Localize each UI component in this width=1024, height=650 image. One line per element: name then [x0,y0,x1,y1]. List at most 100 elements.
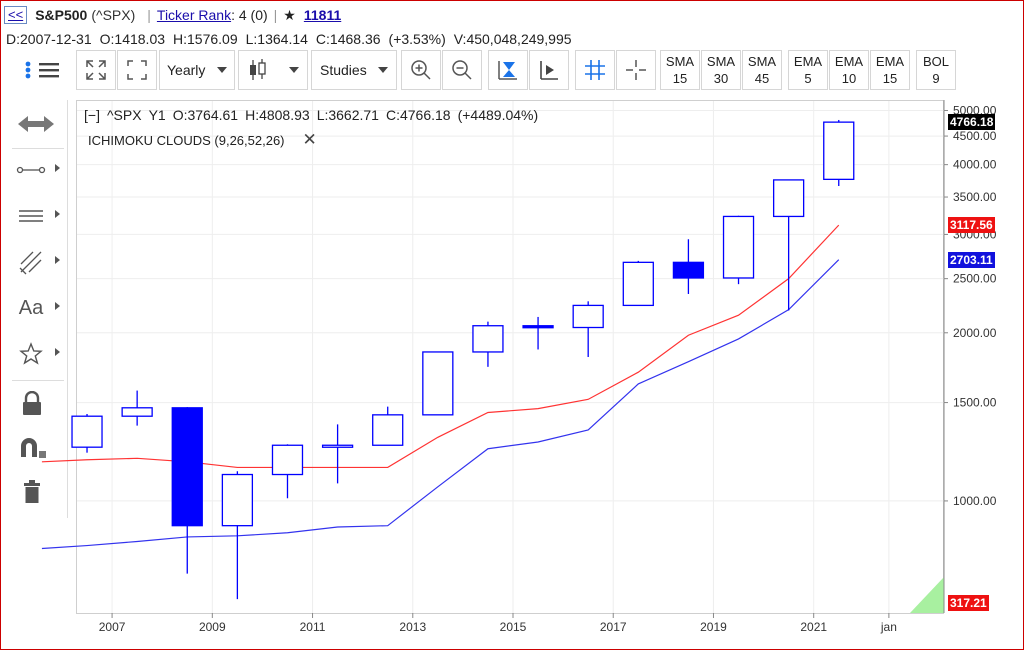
indicator-button-sma-15[interactable]: SMA 15 [660,50,700,90]
x-tick-label: 2019 [700,620,727,634]
blue-line-price-tag: 2703.11 [948,251,995,268]
trash-icon [24,480,40,503]
chart-type-select[interactable] [238,50,308,90]
scroll-end-button[interactable] [529,50,569,90]
zoom-out-button[interactable] [442,50,482,90]
candlestick-icon [250,59,266,80]
indicator-button-sma-45[interactable]: SMA 45 [742,50,782,90]
candle-body [823,121,855,181]
x-tick-label: 2013 [399,620,426,634]
candle-body [321,444,354,448]
fullscreen-button[interactable] [117,50,157,90]
sidebar-divider [12,148,64,149]
candle-2006 [71,413,103,453]
chart-low: L:3662.71 [316,107,379,123]
indicator-button-ema-15[interactable]: EMA 15 [870,50,910,90]
ohlc-row: D:2007-12-31 O:1418.03 H:1576.09 L:1364.… [6,31,580,47]
collapse-toggle[interactable]: [−] [84,107,100,123]
indicator-name: BOL [922,54,949,69]
watch-count-link[interactable]: 11811 [303,7,342,23]
fit-range-button[interactable] [488,50,528,90]
close-icon[interactable]: ✕ [302,130,317,149]
line-tool-button[interactable] [4,150,68,190]
chart-open: O:3764.61 [172,107,239,123]
line-segment-icon [16,166,46,174]
y-tick-label: 1500.00 [953,396,997,410]
chart-close: C:4766.18 [385,107,451,123]
candle-2017 [622,260,654,307]
symbol-tool-button[interactable] [4,334,68,374]
candle-body [422,351,454,416]
chevron-right-icon [55,302,60,310]
chart-high: H:4808.93 [245,107,310,123]
indicator-button-sma-30[interactable]: SMA 30 [701,50,741,90]
horizontal-lines-tool-button[interactable] [4,196,68,236]
ichimoku-red-line [41,224,840,469]
ticker-rank-value: : 4 (0) [231,7,268,23]
studies-label: Studies [320,62,367,78]
pan-tool-button[interactable] [4,104,68,144]
chevron-right-icon [55,210,60,218]
chevron-right-icon [55,348,60,356]
indicator-period: 45 [754,71,770,86]
candle-2019 [722,215,755,285]
back-button[interactable]: << [4,6,28,24]
period-select[interactable]: Yearly [159,50,235,90]
indicator-period: 10 [841,71,857,86]
candle-body [772,179,805,218]
expand-icon [86,60,106,80]
fibonacci-tool-button[interactable] [4,242,68,282]
x-tick-label: 2011 [300,620,326,634]
ichimoku-cloud [910,577,944,613]
ichimoku-blue-line [41,259,840,550]
title-separator-1: | [147,7,151,23]
x-tick-label: 2017 [600,620,627,634]
zoom-in-button[interactable] [401,50,441,90]
candle-2012 [372,406,404,446]
candle-body [672,261,705,279]
chart-change: (+4489.04%) [457,107,539,123]
candle-2007 [121,390,153,426]
indicator-period: 9 [932,71,940,86]
ohlc-date: D:2007-12-31 [6,31,92,47]
ticker-rank-link[interactable]: Ticker Rank [156,7,232,23]
text-tool-button[interactable]: Aa [4,288,68,328]
star-icon[interactable]: ★ [283,6,296,23]
menu-button[interactable] [4,50,70,90]
x-tick-label: jan [880,620,897,634]
candle-body [522,325,554,329]
x-tick-label: 2007 [99,620,126,634]
studies-select[interactable]: Studies [311,50,397,90]
magnet-button[interactable] [4,428,68,468]
ohlc-close: C:1468.36 [315,31,381,47]
candle-body [372,414,404,446]
chart-symbol: ^SPX [106,107,142,123]
candle-2014 [472,321,504,367]
indicator-name: EMA [793,54,823,69]
candle-body [121,407,153,417]
candle-body [221,473,254,527]
cloud-fill [910,577,944,613]
candle-body [472,325,504,353]
ohlc-change: (+3.53%) [388,31,446,47]
indicator-period: 30 [713,71,729,86]
title-row: << S&P500 (^SPX) | Ticker Rank : 4 (0) |… [4,4,341,26]
time-axis[interactable]: 2007 2009 2011 2013 2015 2017 2019 2021 jan [99,613,897,634]
delete-button[interactable] [4,472,68,512]
x-tick-label: 2021 [800,620,827,634]
star-outline-icon [19,342,43,365]
x-tick-label: 2009 [199,620,226,634]
indicator-button-bol-9[interactable]: BOL 9 [916,50,956,90]
expand-button[interactable] [76,50,116,90]
menu-icon [25,61,59,79]
grid-toggle-button[interactable] [575,50,615,90]
price-axis[interactable]: 5000.004500.004000.003500.003000.002500.… [943,100,997,613]
indicator-button-ema-10[interactable]: EMA 10 [829,50,869,90]
lock-button[interactable] [4,384,68,424]
ohlc-volume: V:450,048,249,995 [453,31,572,47]
indicator-button-ema-5[interactable]: EMA 5 [788,50,828,90]
crosshair-button[interactable] [616,50,656,90]
candle-2016 [572,301,604,357]
ohlc-high: H:1576.09 [173,31,238,47]
